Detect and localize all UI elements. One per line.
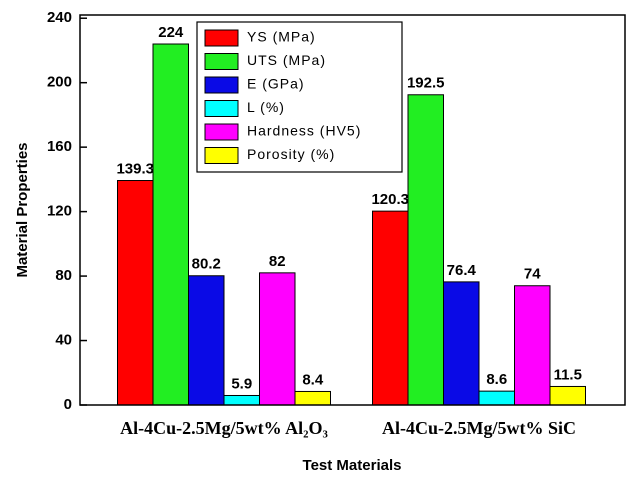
y-tick-label: 80	[55, 267, 72, 284]
y-axis-title: Material Properties	[14, 142, 31, 277]
data-label: 5.9	[231, 375, 252, 392]
y-tick-label: 200	[47, 74, 72, 91]
bar	[117, 180, 154, 406]
y-tick-label: 160	[47, 138, 72, 155]
legend-swatch	[204, 123, 239, 141]
legend-swatch	[204, 76, 239, 94]
legend-label: YS (MPa)	[247, 29, 316, 45]
legend-label: Hardness (HV5)	[247, 123, 361, 139]
legend-label: E (GPa)	[247, 76, 305, 92]
bar	[549, 385, 586, 406]
legend-swatch	[204, 53, 239, 70]
x-tick-label: Al-4Cu-2.5Mg/5wt% SiC	[382, 418, 576, 438]
x-tick-label: Al-4Cu-2.5Mg/5wt% Al₂O₃	[120, 418, 328, 438]
data-label: 224	[158, 24, 184, 41]
data-label: 120.3	[371, 191, 409, 208]
bar	[372, 210, 409, 406]
legend-swatch	[204, 29, 239, 47]
legend-label: UTS (MPa)	[247, 52, 326, 68]
data-label: 139.3	[116, 160, 154, 177]
data-label: 74	[524, 266, 541, 283]
bar	[188, 275, 225, 406]
legend-label: L (%)	[247, 99, 285, 115]
bar	[514, 285, 551, 406]
y-tick-label: 0	[64, 396, 72, 413]
data-label: 80.2	[192, 256, 221, 273]
bar	[259, 272, 296, 406]
x-axis-title: Test Materials	[303, 457, 402, 474]
data-label: 192.5	[407, 75, 445, 92]
y-tick-label: 120	[47, 203, 72, 220]
bar	[223, 394, 260, 406]
data-label: 76.4	[447, 262, 477, 279]
bar	[294, 390, 331, 406]
legend-swatch	[204, 100, 239, 117]
legend-swatch	[204, 147, 239, 164]
legend-label: Porosity (%)	[247, 146, 335, 162]
y-tick-label: 240	[47, 9, 72, 26]
data-label: 8.6	[486, 371, 507, 388]
bar	[443, 281, 480, 406]
bar	[407, 94, 444, 406]
data-label: 11.5	[554, 366, 582, 383]
bar	[478, 390, 515, 406]
data-label: 8.4	[302, 371, 324, 388]
data-label: 82	[269, 253, 286, 270]
y-tick-label: 40	[55, 332, 72, 349]
plot-frame	[79, 14, 626, 406]
bar	[152, 43, 189, 406]
